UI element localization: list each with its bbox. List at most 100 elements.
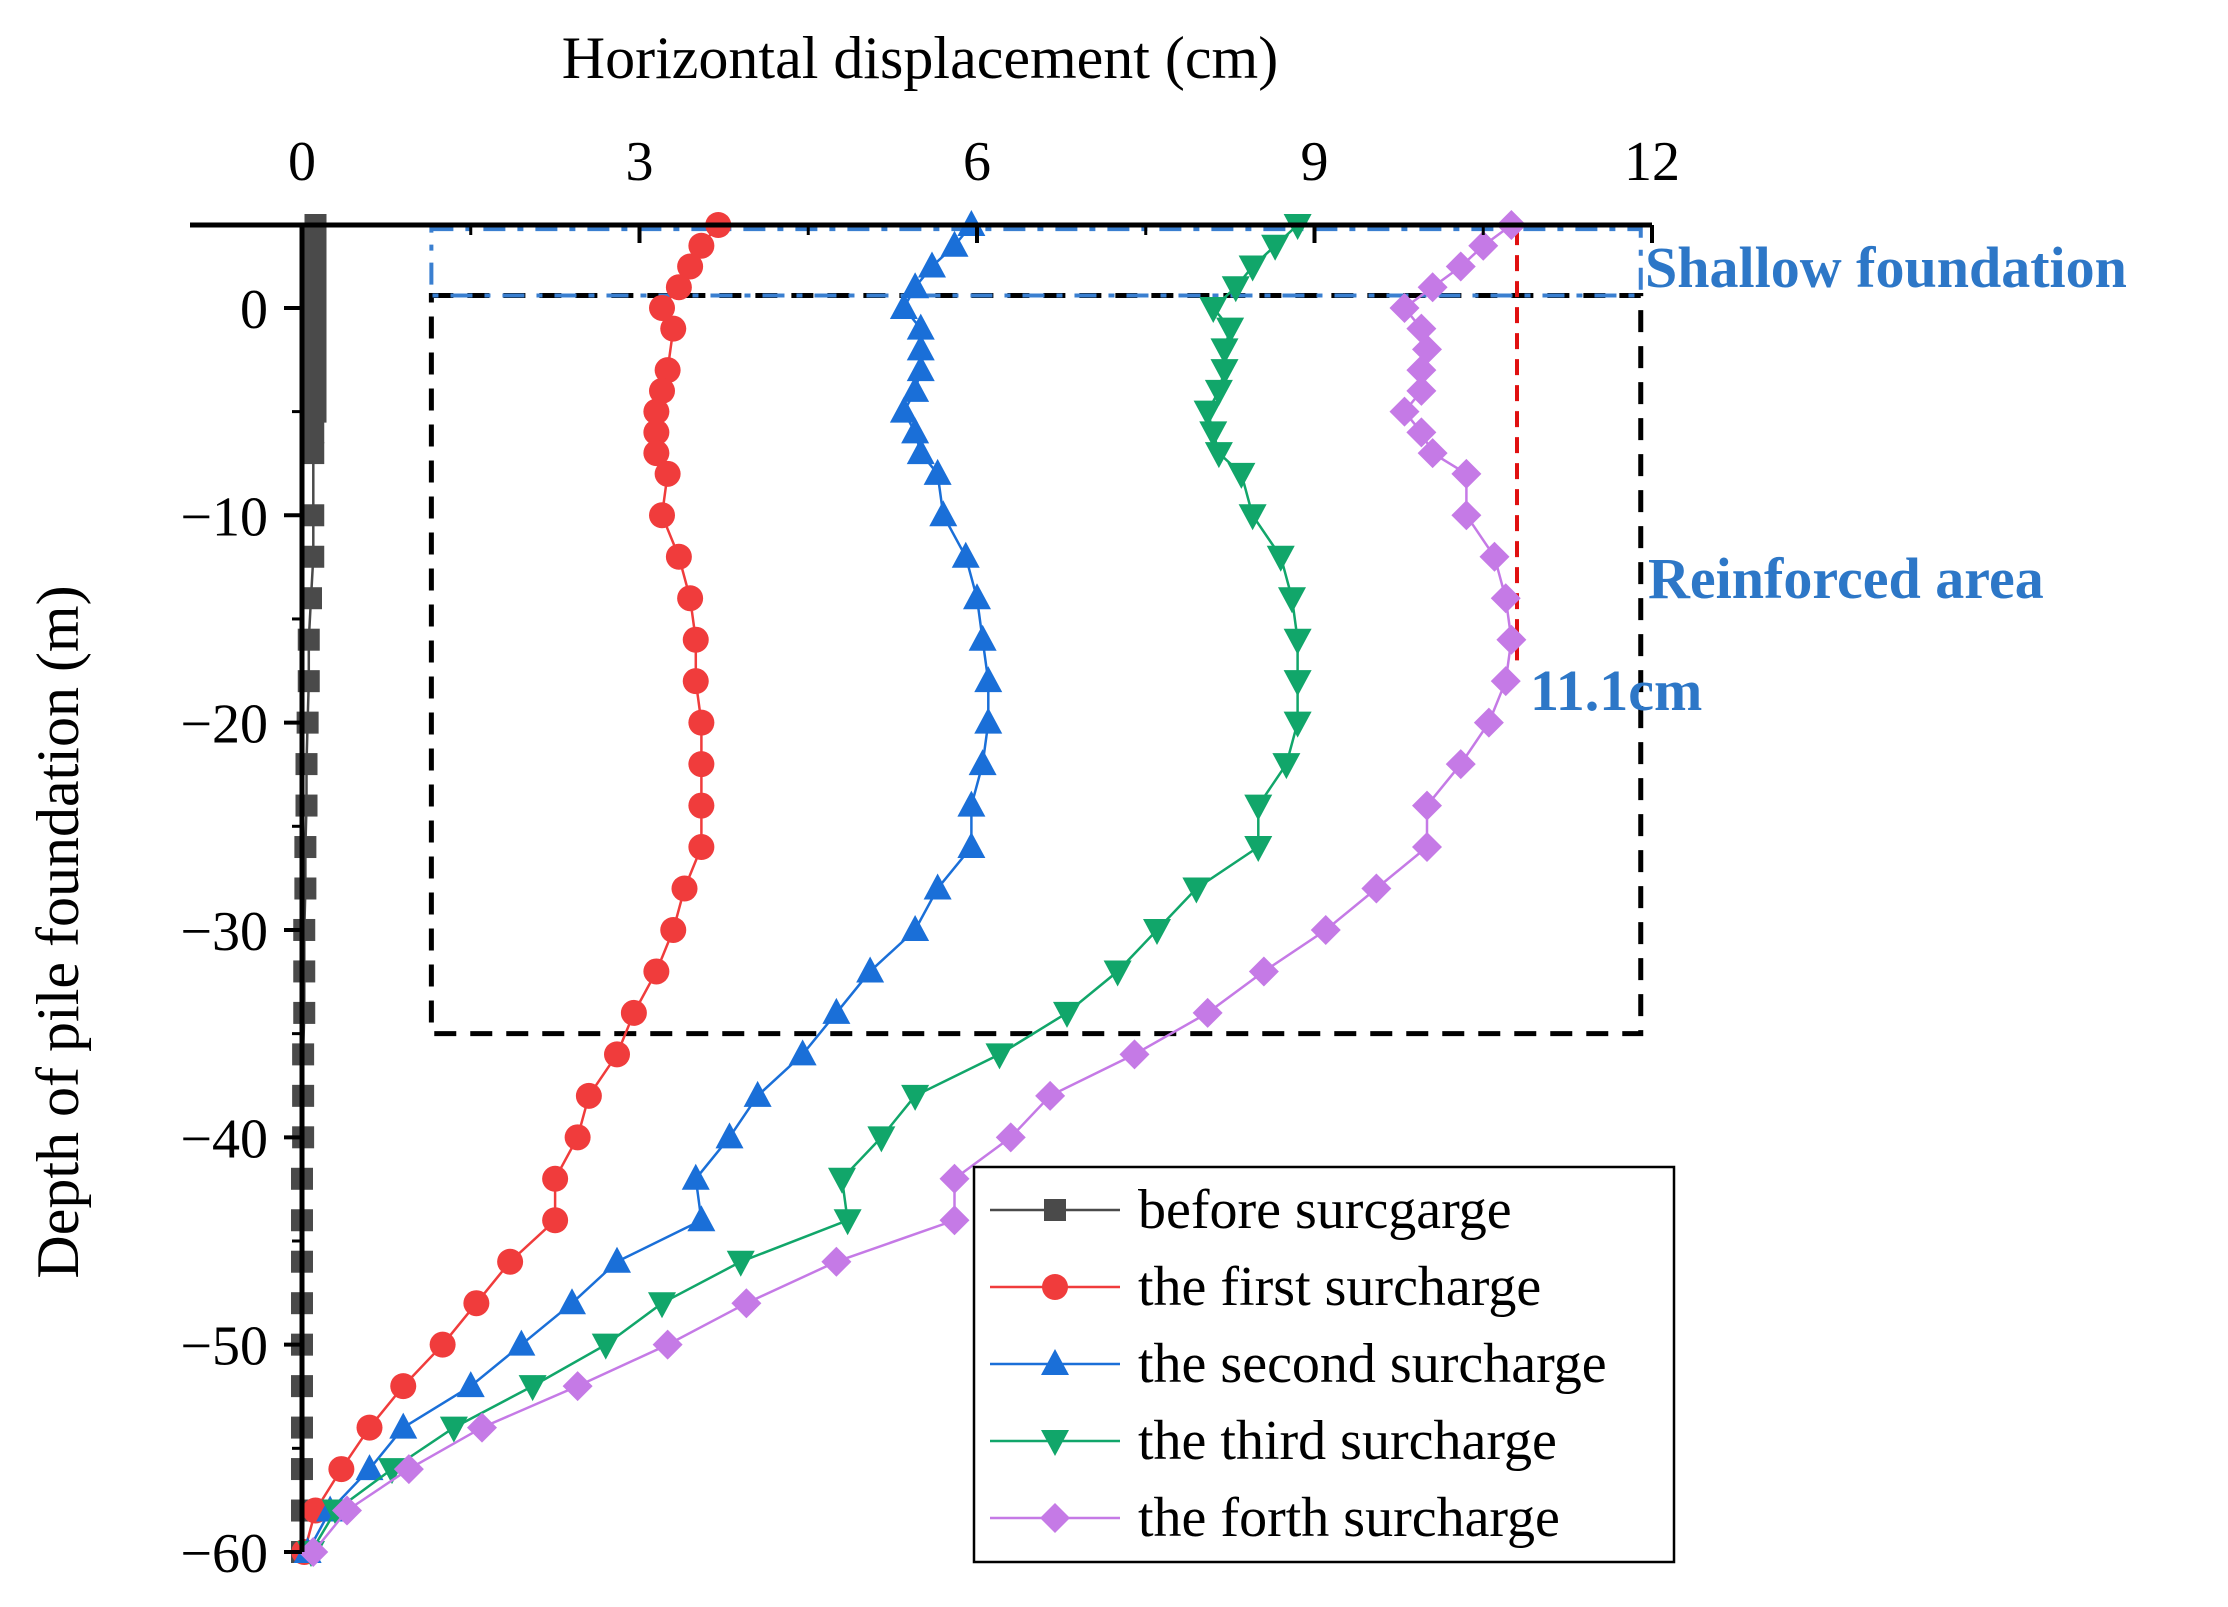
data-point-forth [1412,832,1442,863]
data-point-third [1244,836,1273,863]
data-point-second [974,666,1003,693]
data-point-before [304,255,327,278]
y-tick-label: 0 [240,279,268,341]
data-point-before [300,587,322,610]
data-point-second [957,832,986,859]
legend-marker [1041,1349,1069,1375]
data-point-third [1204,442,1233,469]
x-tick-label: 0 [288,131,316,193]
series-before [291,214,327,1563]
data-point-forth [1035,1080,1066,1111]
data-point-first [665,274,692,301]
x-axis-title: Horizontal displacement (cm) [562,25,1278,91]
data-point-third [1278,587,1306,614]
data-point-second [743,1080,772,1107]
data-point-forth [821,1246,852,1277]
legend-label: before surcgarge [1138,1179,1512,1241]
data-point-before [304,379,327,402]
series-first [291,212,732,1565]
data-point-forth [1445,749,1476,780]
legend-marker [1040,1503,1070,1533]
data-point-forth [1473,707,1504,738]
data-point-second [968,749,997,776]
data-point-third [901,1084,930,1111]
data-point-forth [332,1495,362,1526]
data-point-before [295,753,318,776]
series-group [291,210,1527,1567]
data-point-first [463,1290,490,1317]
data-point-third [1244,794,1273,821]
data-point-first [682,668,709,695]
legend-label: the forth surcharge [1138,1487,1560,1549]
data-point-forth [1192,997,1223,1028]
data-point-third [1283,628,1312,655]
data-point-third [1210,359,1239,386]
y-tick-label: −40 [180,1108,268,1170]
data-point-third [1193,400,1222,427]
data-point-forth [1417,438,1448,469]
data-point-third [985,1043,1014,1070]
data-point-before [302,442,325,465]
data-point-forth [731,1288,762,1319]
data-point-first [643,398,670,425]
data-point-second [906,313,935,340]
data-point-first [356,1414,383,1441]
legend-label: the second surcharge [1138,1333,1607,1395]
data-point-first [688,751,715,778]
data-point-first [643,419,670,446]
data-point-third [518,1375,547,1402]
data-point-third [591,1333,620,1360]
data-point-second [906,438,935,465]
y-tick-label: −60 [180,1523,268,1585]
data-point-second [889,396,918,423]
data-point-before [294,877,317,900]
data-point-second [918,251,946,278]
data-point-forth [1406,417,1437,448]
data-point-second [558,1288,586,1315]
data-point-third [1261,234,1290,261]
data-point-third [1182,877,1211,904]
data-point-forth [1451,458,1482,489]
data-point-third [867,1126,896,1153]
data-point-forth [939,1163,970,1194]
y-tick-label: −50 [180,1316,268,1378]
data-point-third [828,1167,856,1194]
x-tick-label: 6 [963,131,991,193]
legend-item-before: before surcgarge [990,1179,1512,1241]
data-point-second [715,1122,744,1149]
data-point-first [654,460,681,487]
data-point-third [1143,918,1171,945]
data-point-forth [1479,541,1510,572]
data-point-forth [1468,230,1499,261]
data-point-third [833,1209,862,1236]
data-point-first [604,1041,630,1068]
data-point-before [302,421,325,444]
data-point-second [389,1412,418,1439]
data-point-second [951,541,980,568]
data-point-third [1053,1001,1081,1028]
data-point-forth [1119,1039,1150,1070]
data-point-first [390,1373,417,1400]
data-point-first [643,958,670,985]
data-point-forth [1417,272,1448,303]
data-point-forth [1406,355,1437,386]
data-point-first [542,1207,569,1234]
data-point-forth [1248,956,1279,987]
reinforced-area-box [428,292,1644,1037]
data-point-forth [562,1371,593,1402]
data-point-second [507,1329,536,1356]
data-point-third [1266,545,1295,572]
data-point-forth [1389,396,1420,427]
data-point-third [1199,296,1228,323]
data-point-before [302,545,325,568]
data-point-before [304,317,327,340]
data-point-third [1216,317,1245,344]
data-point-second [681,1163,710,1190]
data-point-before [294,836,317,859]
data-point-first [688,834,715,861]
data-point-third [1283,670,1312,697]
data-point-forth [1445,251,1476,282]
data-point-first [564,1124,591,1151]
data-point-forth [467,1412,497,1443]
